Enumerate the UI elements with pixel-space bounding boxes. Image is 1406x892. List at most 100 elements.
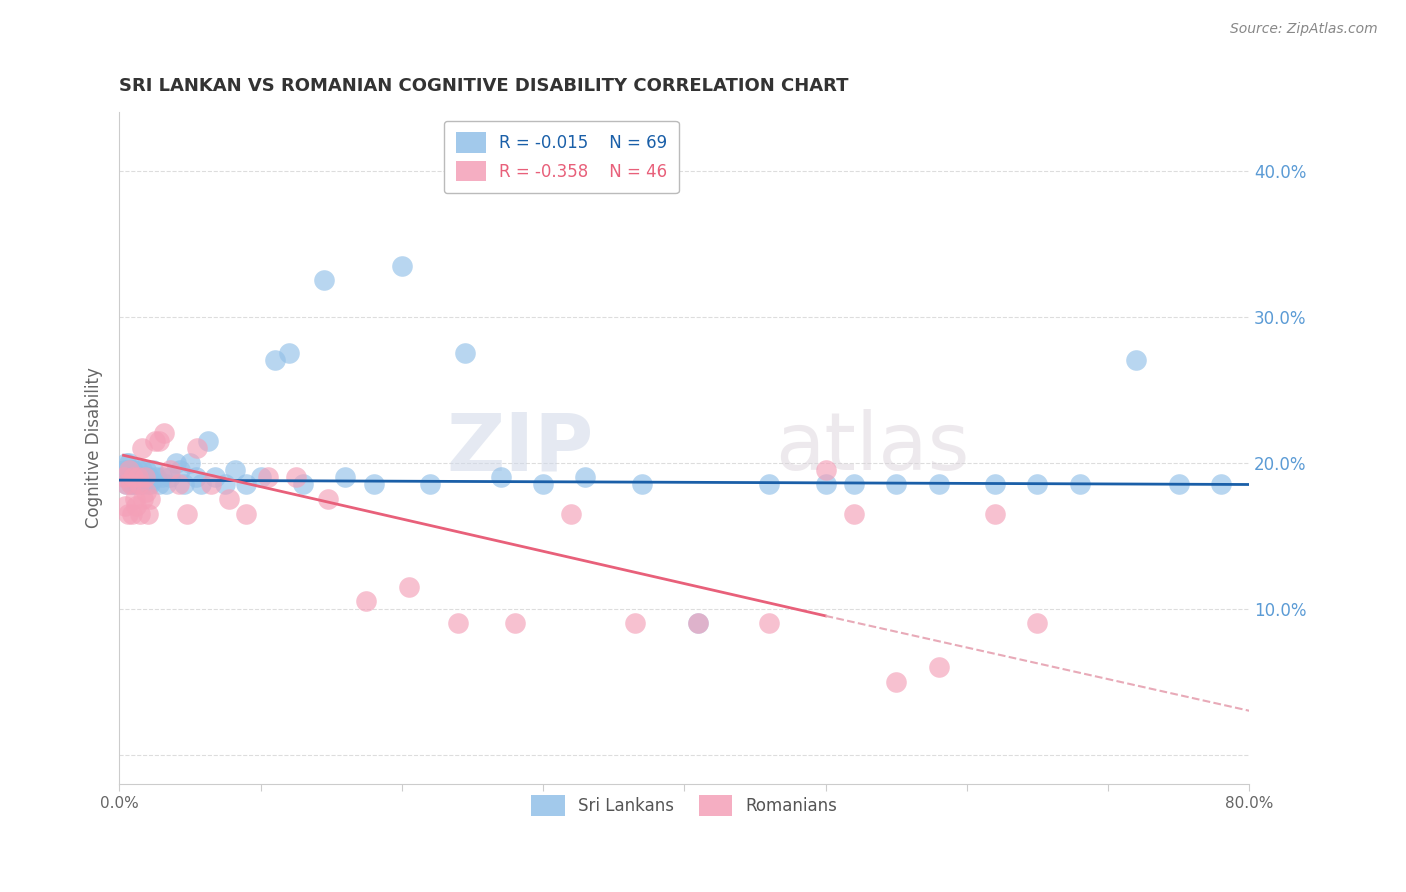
Point — [115, 477, 138, 491]
Text: ZIP: ZIP — [447, 409, 593, 487]
Point — [197, 434, 219, 448]
Point — [1069, 477, 1091, 491]
Point — [318, 492, 340, 507]
Point — [135, 463, 157, 477]
Point — [249, 470, 271, 484]
Point — [121, 463, 143, 477]
Point — [363, 477, 385, 491]
Point — [1309, 550, 1331, 565]
Point — [256, 470, 278, 484]
Point — [235, 507, 257, 521]
Point — [124, 492, 146, 507]
Point — [356, 594, 378, 608]
Y-axis label: Cognitive Disability: Cognitive Disability — [86, 368, 103, 528]
Point — [112, 463, 135, 477]
Point — [127, 470, 149, 484]
Point — [179, 456, 201, 470]
Text: atlas: atlas — [775, 409, 969, 487]
Point — [122, 477, 145, 491]
Point — [447, 616, 470, 631]
Point — [122, 463, 145, 477]
Point — [118, 456, 141, 470]
Point — [419, 477, 441, 491]
Point — [200, 477, 222, 491]
Point — [884, 674, 907, 689]
Point — [984, 477, 1007, 491]
Point — [121, 507, 143, 521]
Point — [159, 463, 181, 477]
Point — [128, 470, 150, 484]
Point — [148, 434, 170, 448]
Point — [688, 616, 710, 631]
Point — [560, 507, 582, 521]
Point — [1267, 477, 1289, 491]
Point — [186, 441, 208, 455]
Point — [165, 456, 187, 470]
Point — [204, 470, 226, 484]
Point — [114, 500, 136, 514]
Point — [758, 477, 780, 491]
Point — [190, 477, 212, 491]
Point — [138, 470, 160, 484]
Point — [984, 507, 1007, 521]
Point — [128, 477, 150, 491]
Point — [134, 470, 156, 484]
Point — [127, 463, 149, 477]
Legend: Sri Lankans, Romanians: Sri Lankans, Romanians — [524, 789, 844, 822]
Point — [155, 477, 177, 491]
Point — [454, 346, 477, 360]
Point — [135, 484, 157, 499]
Point — [136, 507, 159, 521]
Point — [214, 477, 236, 491]
Point — [688, 616, 710, 631]
Point — [129, 507, 152, 521]
Point — [132, 492, 155, 507]
Point — [115, 456, 138, 470]
Point — [842, 477, 865, 491]
Point — [531, 477, 554, 491]
Point — [814, 477, 837, 491]
Point — [139, 477, 162, 491]
Point — [131, 441, 153, 455]
Point — [184, 470, 207, 484]
Point — [176, 507, 198, 521]
Point — [574, 470, 596, 484]
Point — [134, 470, 156, 484]
Point — [224, 463, 246, 477]
Point — [142, 463, 165, 477]
Point — [167, 477, 190, 491]
Point — [314, 273, 336, 287]
Point — [117, 463, 139, 477]
Point — [118, 463, 141, 477]
Point — [139, 492, 162, 507]
Point — [842, 507, 865, 521]
Point — [129, 477, 152, 491]
Point — [1026, 616, 1049, 631]
Point — [120, 477, 142, 491]
Point — [1209, 477, 1232, 491]
Point — [284, 470, 307, 484]
Point — [112, 470, 135, 484]
Point — [114, 470, 136, 484]
Point — [125, 500, 148, 514]
Point — [153, 426, 176, 441]
Point — [148, 477, 170, 491]
Point — [136, 477, 159, 491]
Point — [124, 470, 146, 484]
Point — [143, 434, 166, 448]
Point — [132, 477, 155, 491]
Point — [150, 470, 173, 484]
Point — [169, 463, 191, 477]
Point — [235, 477, 257, 491]
Point — [291, 477, 314, 491]
Point — [1125, 353, 1147, 368]
Point — [335, 470, 357, 484]
Point — [277, 346, 299, 360]
Point — [928, 477, 950, 491]
Point — [884, 477, 907, 491]
Point — [120, 477, 142, 491]
Point — [218, 492, 240, 507]
Point — [503, 616, 526, 631]
Point — [115, 477, 138, 491]
Point — [117, 507, 139, 521]
